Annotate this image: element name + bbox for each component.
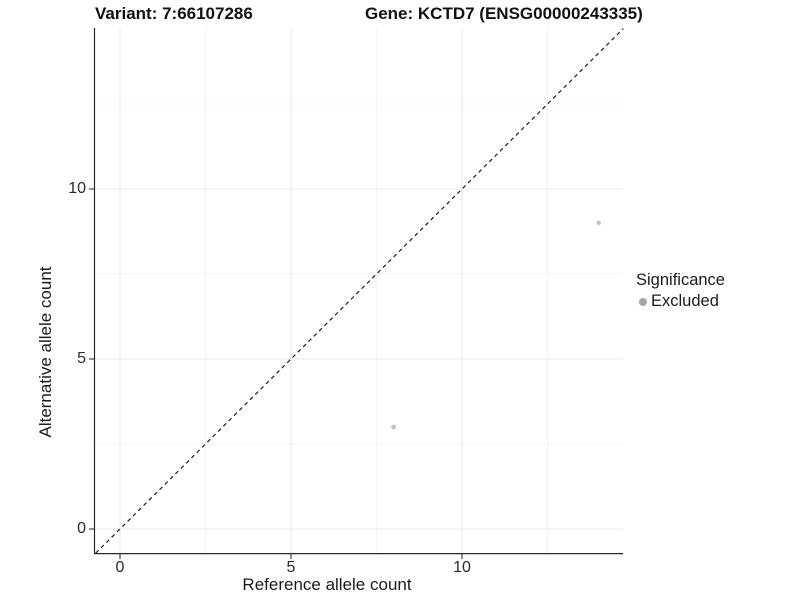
y-axis-title: Alternative allele count — [36, 266, 55, 438]
x-axis-title: Reference allele count — [242, 575, 412, 594]
legend: Significance Excluded — [636, 271, 725, 311]
legend-title: Significance — [636, 271, 725, 289]
gene-title: Gene: KCTD7 (ENSG00000243335) — [365, 4, 643, 23]
data-point — [596, 220, 601, 226]
legend-item-label: Excluded — [651, 292, 719, 310]
y-tick-label: 5 — [77, 350, 86, 367]
identity-dashed-line — [95, 28, 624, 554]
variant-title: Variant: 7:66107286 — [95, 4, 253, 23]
x-tick-label: 5 — [286, 559, 296, 576]
x-tick-label: 10 — [453, 559, 471, 576]
legend-item-excluded: Excluded — [636, 292, 725, 311]
excluded-point-icon — [639, 297, 647, 306]
y-tick-label: 10 — [68, 180, 86, 197]
data-point — [391, 424, 396, 430]
x-tick-label: 0 — [115, 559, 125, 576]
y-tick-label: 0 — [77, 520, 86, 537]
